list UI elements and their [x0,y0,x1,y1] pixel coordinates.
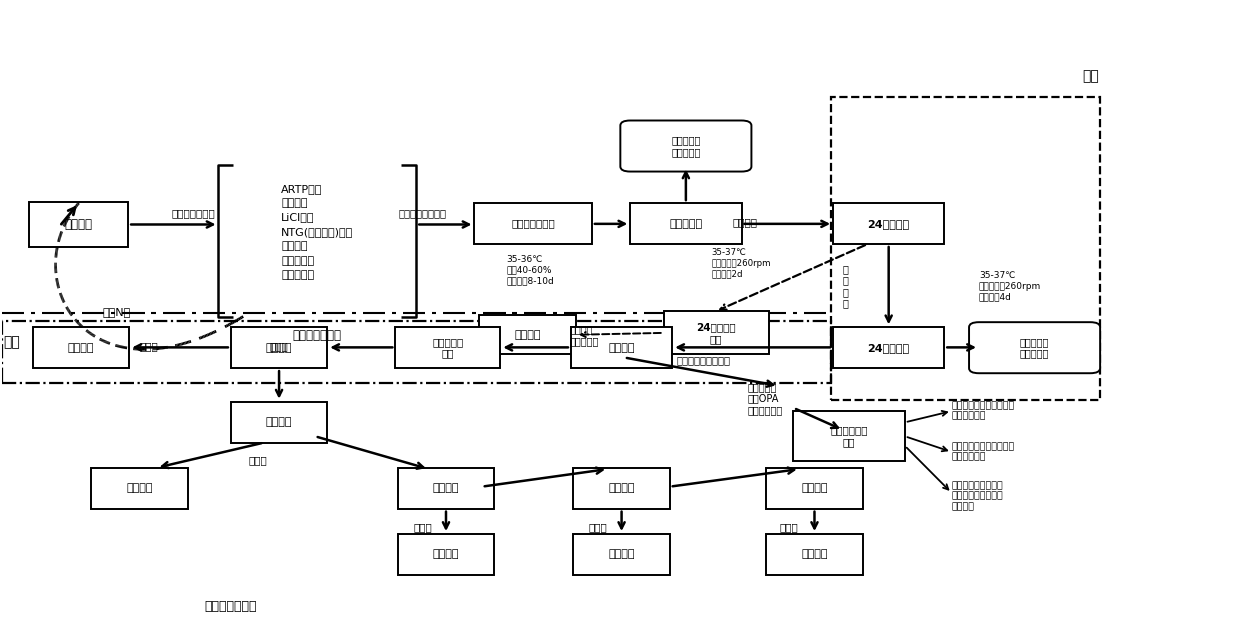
Bar [231,327,327,368]
Text: 孔板培养: 孔板培养 [733,217,758,227]
Text: 复筛: 复筛 [4,335,20,349]
Text: 第三代: 第三代 [413,523,432,532]
Text: 摇瓶种子: 摇瓶种子 [265,417,293,427]
Text: 摇瓶种子: 摇瓶种子 [609,483,635,493]
Text: 不同层次检测
方法: 不同层次检测 方法 [831,425,868,447]
Text: 单菌落平板: 单菌落平板 [670,218,702,229]
Text: 摇瓶发酵: 摇瓶发酵 [801,549,828,560]
Text: 第四代: 第四代 [589,523,608,532]
Text: 单菌落平板培养: 单菌落平板培养 [511,218,556,229]
Text: 循环N轮: 循环N轮 [103,307,131,317]
Bar [30,202,128,247]
Text: 第二代: 第二代 [249,455,268,465]
Text: 24孔板发酵: 24孔板发酵 [868,342,910,353]
Text: 摇瓶种子: 摇瓶种子 [801,483,828,493]
Text: 单菌落落平板培养: 单菌落落平板培养 [398,208,446,218]
Text: 质谱检测：确定杂质
主要用于测定杂质西
索与小诺: 质谱检测：确定杂质 主要用于测定杂质西 索与小诺 [952,481,1003,511]
Bar [833,327,945,368]
Text: 快速检测方法的建立: 快速检测方法的建立 [676,356,730,366]
Text: 35-37℃
摇床转速：260rpm
培养天数2d: 35-37℃ 摇床转速：260rpm 培养天数2d [712,248,771,279]
Text: 35-36℃
湿度40-60%
培养天数8-10d: 35-36℃ 湿度40-60% 培养天数8-10d [506,255,554,285]
Text: 液相检测：确定组分比例
主要用于复筛: 液相检测：确定组分比例 主要用于复筛 [952,442,1016,461]
Text: 摇瓶种子: 摇瓶种子 [433,483,459,493]
Text: 摇瓶发酵: 摇瓶发酵 [433,549,459,560]
Text: ARTP诱变
微波诱变
LiCl诱变
NTG(亚硝基胍)诱变
紫外诱变
超声波诱变
亚硝酸诱变: ARTP诱变 微波诱变 LiCl诱变 NTG(亚硝基胍)诱变 紫外诱变 超声波诱… [281,184,353,280]
Text: 孢子悬浮液制备: 孢子悬浮液制备 [172,208,216,218]
Text: 摇瓶发酵: 摇瓶发酵 [126,483,153,493]
Bar [398,468,495,509]
Text: 传代稳定性验证: 传代稳定性验证 [205,600,257,613]
Bar [231,401,327,442]
Text: 评价标准：
计算突变率: 评价标准： 计算突变率 [1019,337,1049,358]
Bar [33,327,129,368]
Text: 样品预处理
加入OPA
检测波长确定: 样品预处理 加入OPA 检测波长确定 [748,382,782,415]
Text: 评价标准：
计算致死率: 评价标准： 计算致死率 [671,135,701,157]
Bar [573,534,670,575]
Text: 出发菌株: 出发菌株 [64,218,93,231]
Bar [663,311,769,354]
Text: 诱变方法的选择: 诱变方法的选择 [293,329,342,342]
Bar [833,203,945,244]
Text: 初筛: 初筛 [1081,69,1099,83]
Text: 24孔板斜面
种子: 24孔板斜面 种子 [697,322,737,344]
Bar [794,411,905,461]
Text: 摇瓶发酵: 摇瓶发酵 [609,549,635,560]
Bar [91,468,187,509]
Bar [766,534,863,575]
Bar [766,468,863,509]
Text: 孔
板
培
养: 孔 板 培 养 [842,264,848,309]
Bar [2,321,831,383]
Text: 菌种保藏: 菌种保藏 [515,330,541,340]
Text: 甘油管或
沙土管制备: 甘油管或 沙土管制备 [570,325,599,346]
FancyBboxPatch shape [620,120,751,172]
Bar [480,315,575,354]
FancyBboxPatch shape [968,322,1100,373]
Text: 24孔板种子: 24孔板种子 [868,218,910,229]
Bar [475,203,591,244]
Text: 摇瓶发酵: 摇瓶发酵 [68,342,94,353]
Bar [630,203,742,244]
Bar [570,327,672,368]
Bar [831,97,1100,399]
Text: 第一代: 第一代 [269,341,289,351]
Text: 第五代: 第五代 [779,523,797,532]
Bar [573,468,670,509]
Bar [396,327,501,368]
Text: 高产菌株: 高产菌株 [609,342,635,353]
Text: 第一代: 第一代 [140,341,159,351]
Text: 摇瓶种子: 摇瓶种子 [265,342,293,353]
Text: 快速检测：确定发酵单位
主要用于初筛: 快速检测：确定发酵单位 主要用于初筛 [952,401,1016,421]
Bar [398,534,495,575]
Text: 茄子瓶种子
斜面: 茄子瓶种子 斜面 [433,337,464,358]
Text: 35-37℃
摇床转速：260rpm
培养天数4d: 35-37℃ 摇床转速：260rpm 培养天数4d [978,272,1042,301]
